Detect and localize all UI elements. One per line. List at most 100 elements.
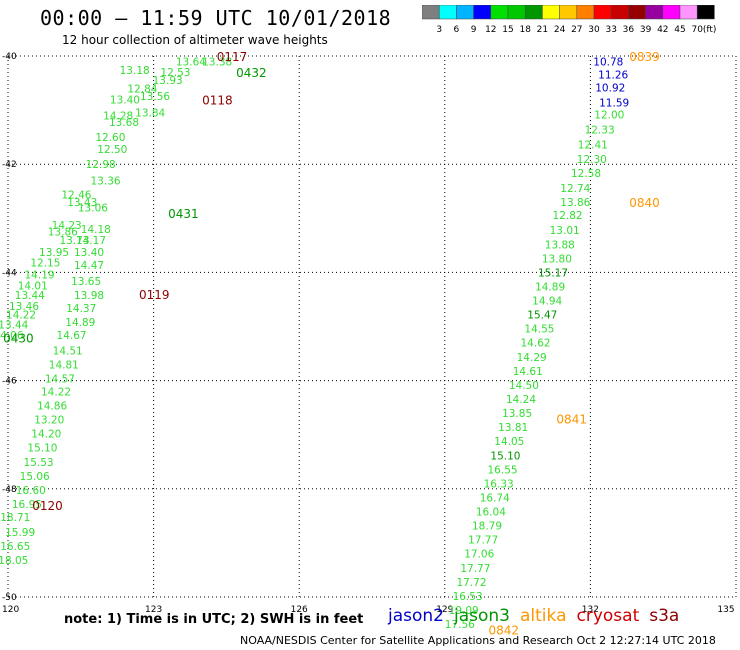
colorbar-label: 6 (454, 25, 460, 35)
swh-value-label: 13.85 (502, 408, 532, 420)
swh-value-label: 15.99 (5, 527, 35, 539)
x-tick-label: 135 (717, 605, 734, 615)
swh-value-label: 16.04 (476, 507, 506, 519)
page-title: 00:00 – 11:59 UTC 10/01/2018 (40, 6, 392, 30)
pass-time-label: 0839 (629, 50, 660, 64)
swh-value-label: 13.43 (67, 197, 97, 209)
swh-value-label: 17.06 (464, 549, 494, 561)
swh-value-label: 12.58 (571, 168, 601, 180)
swh-value-label: 15.47 (527, 310, 557, 322)
swh-value-label: 14.23 (52, 220, 82, 232)
swh-value-label: 17.56 (445, 619, 475, 631)
y-tick-label: -50 (2, 593, 17, 603)
swh-value-label: 16.33 (484, 478, 514, 490)
pass-time-label: 0120 (32, 499, 63, 513)
swh-value-label: 14.18 (81, 224, 111, 236)
swh-value-label: 14.86 (37, 400, 67, 412)
pass-time-label: 0840 (629, 196, 660, 210)
swh-value-label: 14.22 (6, 310, 36, 322)
swh-value-label: 18.71 (0, 512, 30, 524)
y-tick-label: -42 (2, 160, 17, 170)
swh-value-label: 13.20 (34, 415, 64, 427)
x-tick-label: 126 (291, 605, 308, 615)
swh-value-label: 17.72 (456, 577, 486, 589)
colorbar-label: 39 (640, 25, 652, 35)
swh-value-label: 13.86 (560, 197, 590, 209)
colorbar-legend: 3 6 9 12 15 18 21 24 27 30 33 36 39 42 45 70 (ft) (421, 4, 732, 39)
colorbar-label: 18 (519, 25, 531, 35)
swh-value-label: 13.46 (9, 301, 39, 313)
swh-value-label: 12.98 (86, 159, 116, 171)
swh-value-label: 13.44 (15, 290, 45, 302)
swh-value-label: 18.05 (0, 555, 28, 567)
y-tick-label: -48 (2, 485, 17, 495)
swh-value-label: 16.60 (16, 485, 46, 497)
colorbar-swatch (696, 4, 715, 20)
swh-value-label: 12.84 (127, 83, 157, 95)
swh-value-label: 19.09 (449, 605, 479, 617)
swh-value-label: 13.40 (74, 247, 104, 259)
pass-time-label: 0431 (168, 207, 199, 221)
colorbar-label: 24 (554, 25, 566, 35)
swh-value-label: 12.46 (61, 189, 91, 201)
colorbar-label: 21 (537, 25, 548, 35)
swh-value-label: 12.74 (560, 183, 590, 195)
colorbar-unit: (ft) (703, 25, 717, 35)
y-tick-label: -46 (2, 377, 17, 387)
swh-value-label: 14.62 (521, 338, 551, 350)
x-tick-label: 120 (2, 605, 19, 615)
swh-value-label: 16.74 (480, 492, 510, 504)
x-tick-label: 123 (145, 605, 162, 615)
swh-value-label: 14.22 (41, 386, 71, 398)
swh-value-label: 13.06 (78, 202, 108, 214)
swh-value-label: 12.30 (577, 154, 607, 166)
swh-value-label: 13.95 (39, 247, 69, 259)
swh-value-label: 13.73 (59, 235, 89, 247)
swh-value-label: 12.50 (97, 144, 127, 156)
footer-credit: NOAA/NESDIS Center for Satellite Applica… (240, 634, 716, 647)
swh-value-label: 15.10 (27, 443, 57, 455)
swh-value-label: 13.64 (176, 56, 206, 68)
swh-value-label: 12.00 (594, 109, 624, 121)
swh-value-label: 13.98 (74, 290, 104, 302)
pass-time-label: 0117 (217, 50, 248, 64)
colorbar-label: 33 (605, 25, 616, 35)
swh-value-label: 11.59 (599, 98, 629, 110)
colorbar-label: 3 (436, 25, 442, 35)
swh-value-label: 12.60 (95, 132, 125, 144)
swh-value-label: 13.80 (542, 253, 572, 265)
swh-value-label: 14.89 (535, 281, 565, 293)
swh-value-label: 12.15 (30, 258, 60, 270)
pass-time-label: 0841 (556, 412, 587, 426)
y-tick-label: -40 (2, 52, 17, 62)
swh-value-label: 14.01 (18, 280, 48, 292)
swh-value-label: 13.36 (91, 175, 121, 187)
swh-value-label: 14.19 (25, 270, 55, 282)
swh-value-label: 14.06 (0, 330, 24, 342)
swh-value-label: 17.77 (460, 563, 490, 575)
swh-value-label: 13.68 (109, 117, 139, 129)
swh-value-label: 14.29 (517, 352, 547, 364)
swh-value-label: 16.53 (453, 591, 483, 603)
swh-value-label: 13.84 (135, 107, 165, 119)
note-text: note: 1) Time is in UTC; 2) SWH is in fe… (64, 612, 364, 627)
swh-value-label: 15.06 (20, 471, 50, 483)
swh-value-label: 14.94 (532, 296, 562, 308)
colorbar-label: 9 (471, 25, 477, 35)
swh-value-label: 16.65 (0, 541, 30, 553)
colorbar-label: 70 (691, 25, 703, 35)
colorbar-label: 45 (674, 25, 685, 35)
x-tick-label: 129 (436, 605, 453, 615)
pass-time-label: 0430 (3, 331, 34, 345)
swh-value-label: 14.51 (53, 345, 83, 357)
swh-value-label: 14.81 (49, 359, 79, 371)
colorbar-label: 27 (571, 25, 582, 35)
colorbar-svg: 3 6 9 12 15 18 21 24 27 30 33 36 39 42 45 70 (ft) (421, 4, 717, 35)
swh-value-label: 13.38 (202, 56, 232, 68)
swh-value-label: 14.89 (65, 317, 95, 329)
swh-value-label: 10.78 (593, 56, 623, 68)
swh-value-label: 13.93 (153, 75, 183, 87)
swh-value-label: 14.57 (45, 373, 75, 385)
grid (7, 55, 737, 598)
